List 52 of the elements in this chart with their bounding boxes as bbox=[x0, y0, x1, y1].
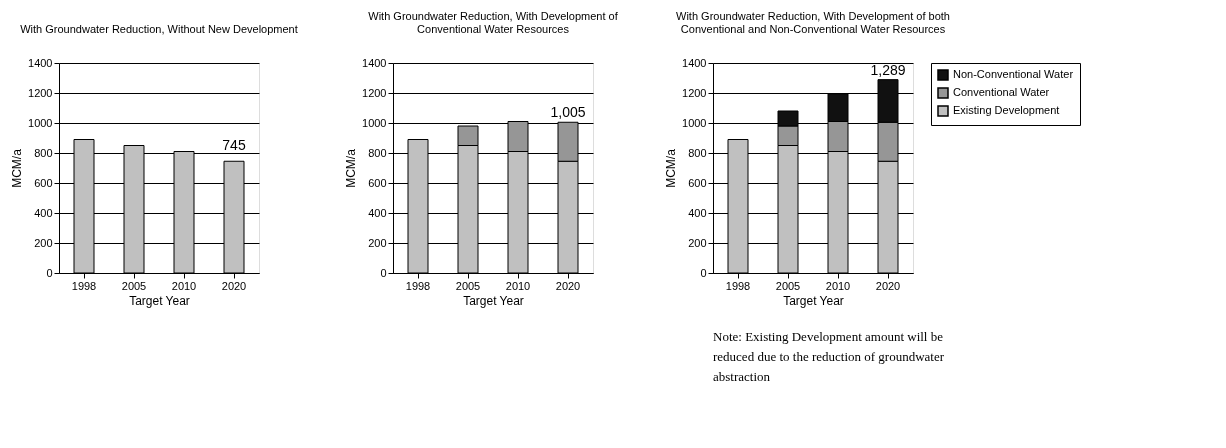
x-axis-title: Target Year bbox=[129, 293, 190, 308]
y-tick-label: 600 bbox=[368, 176, 387, 189]
x-tick-label: 2020 bbox=[221, 279, 247, 292]
x-tick-label: 2005 bbox=[121, 279, 147, 292]
y-tick-label: 200 bbox=[368, 236, 387, 249]
total-label: 1,289 bbox=[870, 61, 906, 78]
legend-label: Non-Conventional Water bbox=[953, 68, 1074, 80]
y-tick-label: 600 bbox=[34, 176, 53, 189]
y-tick-label: 600 bbox=[688, 176, 707, 189]
y-tick-label: 800 bbox=[688, 146, 707, 159]
x-tick-label: 2010 bbox=[171, 279, 197, 292]
x-tick-label: 2005 bbox=[455, 279, 481, 292]
chart-title: With Groundwater Reduction, With Development of both Conventional and Non-Conventional Water Resources bbox=[676, 10, 950, 35]
x-tick-label: 1998 bbox=[725, 279, 751, 292]
legend-label: Existing Development bbox=[953, 104, 1060, 116]
y-tick-label: 200 bbox=[688, 236, 707, 249]
legend-label: Conventional Water bbox=[953, 86, 1050, 98]
x-tick-label: 2005 bbox=[775, 279, 801, 292]
x-tick-label: 2020 bbox=[875, 279, 901, 292]
y-tick-label: 1200 bbox=[28, 86, 53, 99]
x-tick-label: 2010 bbox=[505, 279, 531, 292]
y-tick-label: 400 bbox=[688, 206, 707, 219]
y-tick-label: 0 bbox=[700, 266, 707, 279]
x-tick-label: 2020 bbox=[555, 279, 581, 292]
y-tick-label: 0 bbox=[46, 266, 53, 279]
text: Note: Existing Development amount will be reduced due to the reduction of groundwater abstraction bbox=[713, 329, 945, 384]
y-tick-label: 800 bbox=[368, 146, 387, 159]
y-tick-label: 1400 bbox=[362, 56, 387, 69]
y-tick-label: 1400 bbox=[28, 56, 53, 69]
y-tick-label: 1400 bbox=[682, 56, 707, 69]
y-tick-label: 0 bbox=[380, 266, 387, 279]
x-axis-title: Target Year bbox=[783, 293, 844, 308]
y-tick-label: 400 bbox=[34, 206, 53, 219]
y-tick-label: 400 bbox=[368, 206, 387, 219]
total-label: 1,005 bbox=[550, 104, 586, 121]
y-axis-title: MCM/a bbox=[664, 148, 679, 188]
y-tick-label: 800 bbox=[34, 146, 53, 159]
y-tick-label: 1200 bbox=[362, 86, 387, 99]
y-tick-label: 1000 bbox=[682, 116, 707, 129]
y-tick-label: 1000 bbox=[362, 116, 387, 129]
chart-title: With Groundwater Reduction, Without New Development bbox=[20, 23, 298, 35]
y-axis-title: MCM/a bbox=[10, 148, 25, 188]
x-tick-label: 1998 bbox=[71, 279, 97, 292]
y-tick-label: 1000 bbox=[28, 116, 53, 129]
y-axis-title: MCM/a bbox=[344, 148, 359, 188]
y-tick-label: 1200 bbox=[682, 86, 707, 99]
chart-title: With Groundwater Reduction, With Development of Conventional Water Resources bbox=[368, 10, 619, 35]
x-tick-label: 1998 bbox=[405, 279, 431, 292]
y-tick-label: 200 bbox=[34, 236, 53, 249]
data-label: 745 bbox=[222, 137, 246, 154]
x-tick-label: 2010 bbox=[825, 279, 851, 292]
x-axis-title: Target Year bbox=[463, 293, 524, 308]
